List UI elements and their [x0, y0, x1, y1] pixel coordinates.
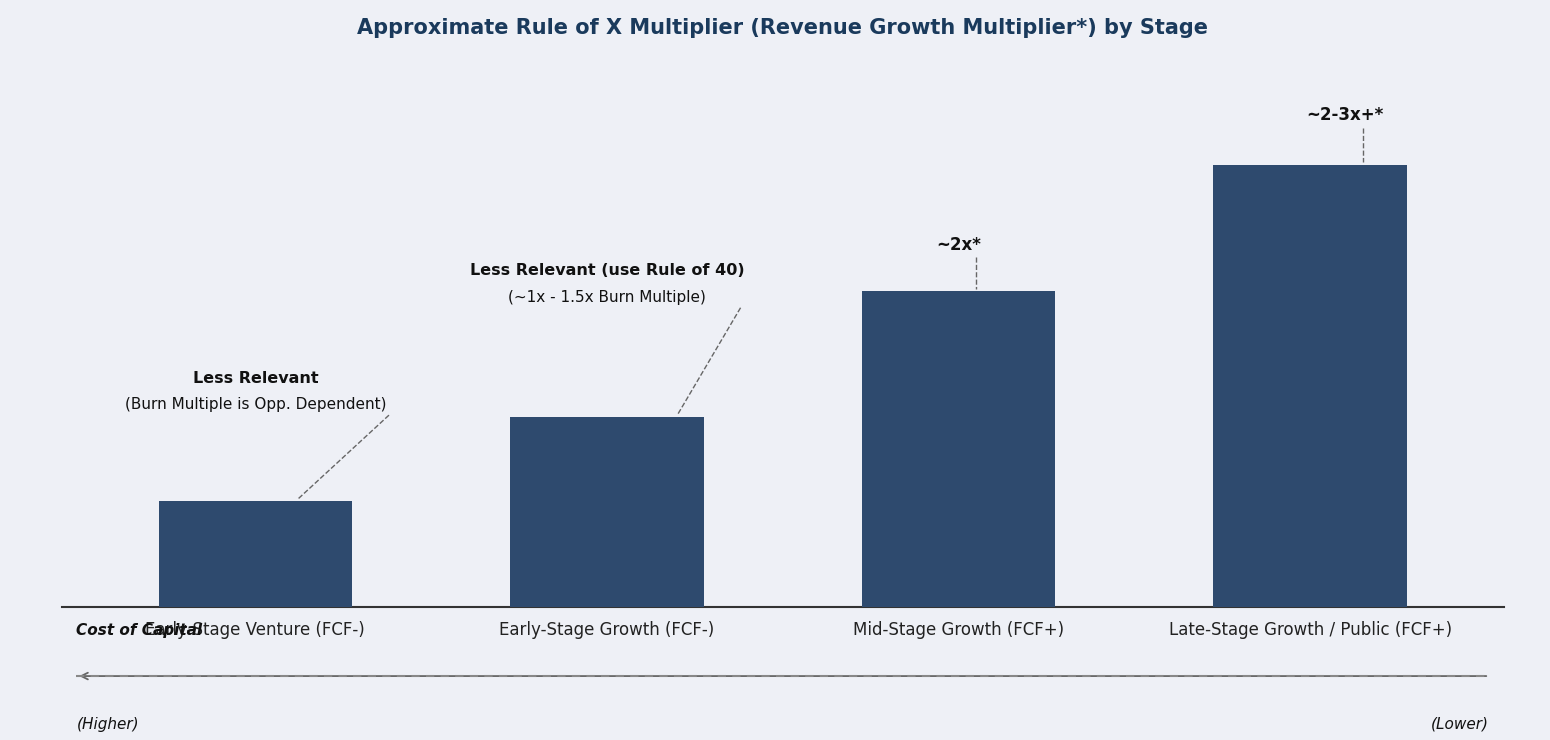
Text: (Higher): (Higher) [76, 716, 140, 732]
Text: (~1x - 1.5x Burn Multiple): (~1x - 1.5x Burn Multiple) [508, 289, 705, 305]
Bar [862, 291, 1056, 607]
Bar [1214, 164, 1407, 607]
Text: ~2-3x+*: ~2-3x+* [1307, 107, 1384, 124]
Text: Less Relevant (use Rule of 40): Less Relevant (use Rule of 40) [470, 263, 744, 278]
Bar [158, 502, 352, 607]
Title: Approximate Rule of X Multiplier (Revenue Growth Multiplier*) by Stage: Approximate Rule of X Multiplier (Revenu… [356, 18, 1209, 38]
Text: Less Relevant: Less Relevant [192, 371, 318, 386]
Text: ~2x*: ~2x* [936, 236, 981, 254]
Text: (Lower): (Lower) [1431, 716, 1490, 732]
Text: Cost of Capital: Cost of Capital [76, 623, 203, 639]
Bar [510, 417, 704, 607]
Text: (Burn Multiple is Opp. Dependent): (Burn Multiple is Opp. Dependent) [124, 397, 386, 412]
